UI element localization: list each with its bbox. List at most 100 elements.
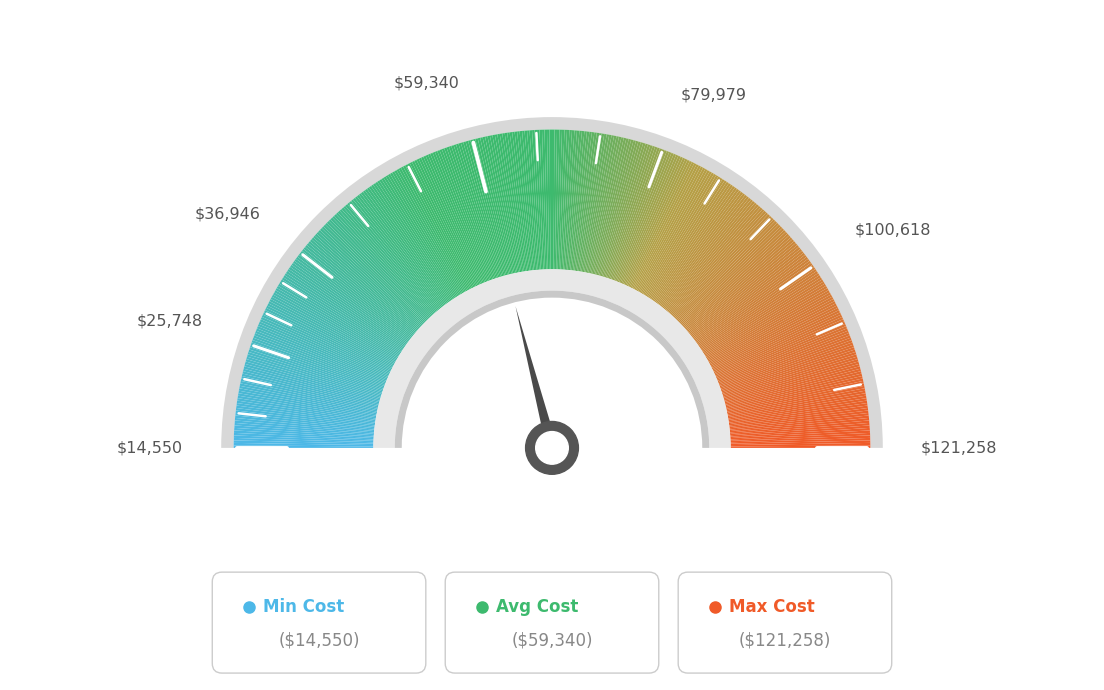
Text: $36,946: $36,946 — [194, 207, 261, 222]
Wedge shape — [401, 166, 468, 290]
Wedge shape — [480, 137, 513, 274]
Wedge shape — [532, 130, 542, 270]
Wedge shape — [595, 139, 631, 275]
FancyBboxPatch shape — [678, 572, 892, 673]
Wedge shape — [262, 315, 390, 375]
Wedge shape — [338, 210, 433, 316]
Wedge shape — [730, 426, 870, 437]
Wedge shape — [712, 308, 839, 371]
Wedge shape — [329, 219, 427, 321]
Wedge shape — [234, 431, 373, 440]
Wedge shape — [258, 322, 389, 378]
Wedge shape — [588, 136, 619, 273]
Wedge shape — [542, 130, 548, 269]
Wedge shape — [367, 188, 449, 303]
Wedge shape — [613, 148, 662, 280]
Wedge shape — [622, 155, 679, 284]
Wedge shape — [662, 198, 751, 308]
Wedge shape — [650, 181, 729, 299]
Wedge shape — [287, 269, 404, 348]
Wedge shape — [243, 371, 379, 406]
Wedge shape — [729, 398, 867, 422]
Wedge shape — [245, 359, 381, 400]
Wedge shape — [470, 139, 508, 275]
Wedge shape — [527, 130, 540, 270]
Wedge shape — [505, 132, 527, 271]
Wedge shape — [310, 239, 417, 332]
Wedge shape — [584, 135, 612, 273]
Wedge shape — [291, 263, 406, 345]
Wedge shape — [277, 286, 399, 358]
Wedge shape — [512, 132, 531, 270]
Wedge shape — [715, 319, 845, 377]
Wedge shape — [728, 393, 866, 419]
Wedge shape — [678, 223, 779, 323]
Wedge shape — [698, 265, 814, 346]
Wedge shape — [269, 299, 394, 366]
Wedge shape — [395, 290, 709, 448]
Wedge shape — [667, 204, 758, 312]
Wedge shape — [633, 164, 699, 289]
Wedge shape — [236, 403, 375, 424]
Wedge shape — [403, 166, 469, 290]
Wedge shape — [399, 168, 467, 291]
Wedge shape — [247, 352, 382, 395]
Wedge shape — [720, 337, 851, 387]
Wedge shape — [597, 140, 636, 275]
Wedge shape — [608, 146, 655, 279]
Wedge shape — [394, 170, 465, 293]
Wedge shape — [485, 136, 516, 273]
Wedge shape — [442, 148, 491, 280]
Wedge shape — [646, 177, 721, 296]
Wedge shape — [713, 310, 840, 372]
Wedge shape — [359, 193, 445, 306]
Wedge shape — [709, 297, 834, 364]
Wedge shape — [731, 438, 870, 444]
Wedge shape — [623, 156, 681, 284]
Wedge shape — [285, 273, 403, 351]
Wedge shape — [709, 295, 832, 363]
Wedge shape — [728, 386, 864, 415]
Wedge shape — [242, 376, 378, 409]
Wedge shape — [321, 226, 424, 324]
Wedge shape — [726, 378, 863, 411]
Wedge shape — [716, 324, 846, 380]
Wedge shape — [585, 135, 614, 273]
Wedge shape — [437, 150, 489, 282]
Wedge shape — [629, 161, 692, 288]
Wedge shape — [244, 364, 380, 402]
Wedge shape — [364, 189, 448, 304]
Wedge shape — [517, 131, 534, 270]
Wedge shape — [694, 255, 807, 341]
Wedge shape — [669, 208, 763, 314]
Circle shape — [535, 431, 569, 464]
Wedge shape — [530, 130, 541, 270]
Wedge shape — [665, 201, 755, 310]
Wedge shape — [304, 247, 414, 336]
Wedge shape — [675, 216, 772, 319]
Wedge shape — [270, 297, 395, 364]
Wedge shape — [552, 130, 554, 269]
Wedge shape — [664, 199, 753, 309]
Wedge shape — [522, 130, 537, 270]
Wedge shape — [332, 216, 429, 319]
Wedge shape — [272, 295, 395, 363]
Wedge shape — [273, 293, 396, 362]
Wedge shape — [357, 195, 444, 307]
Wedge shape — [731, 440, 870, 445]
Wedge shape — [534, 130, 543, 270]
Wedge shape — [431, 152, 485, 283]
Wedge shape — [599, 141, 638, 276]
Wedge shape — [255, 331, 386, 384]
Wedge shape — [235, 415, 374, 431]
Wedge shape — [649, 180, 726, 299]
Wedge shape — [347, 203, 438, 311]
Wedge shape — [670, 209, 764, 315]
Wedge shape — [546, 130, 551, 269]
Wedge shape — [553, 130, 558, 269]
Wedge shape — [574, 132, 594, 271]
Text: ($121,258): ($121,258) — [739, 631, 831, 649]
Wedge shape — [245, 362, 380, 401]
Wedge shape — [307, 243, 415, 334]
Wedge shape — [730, 411, 869, 428]
